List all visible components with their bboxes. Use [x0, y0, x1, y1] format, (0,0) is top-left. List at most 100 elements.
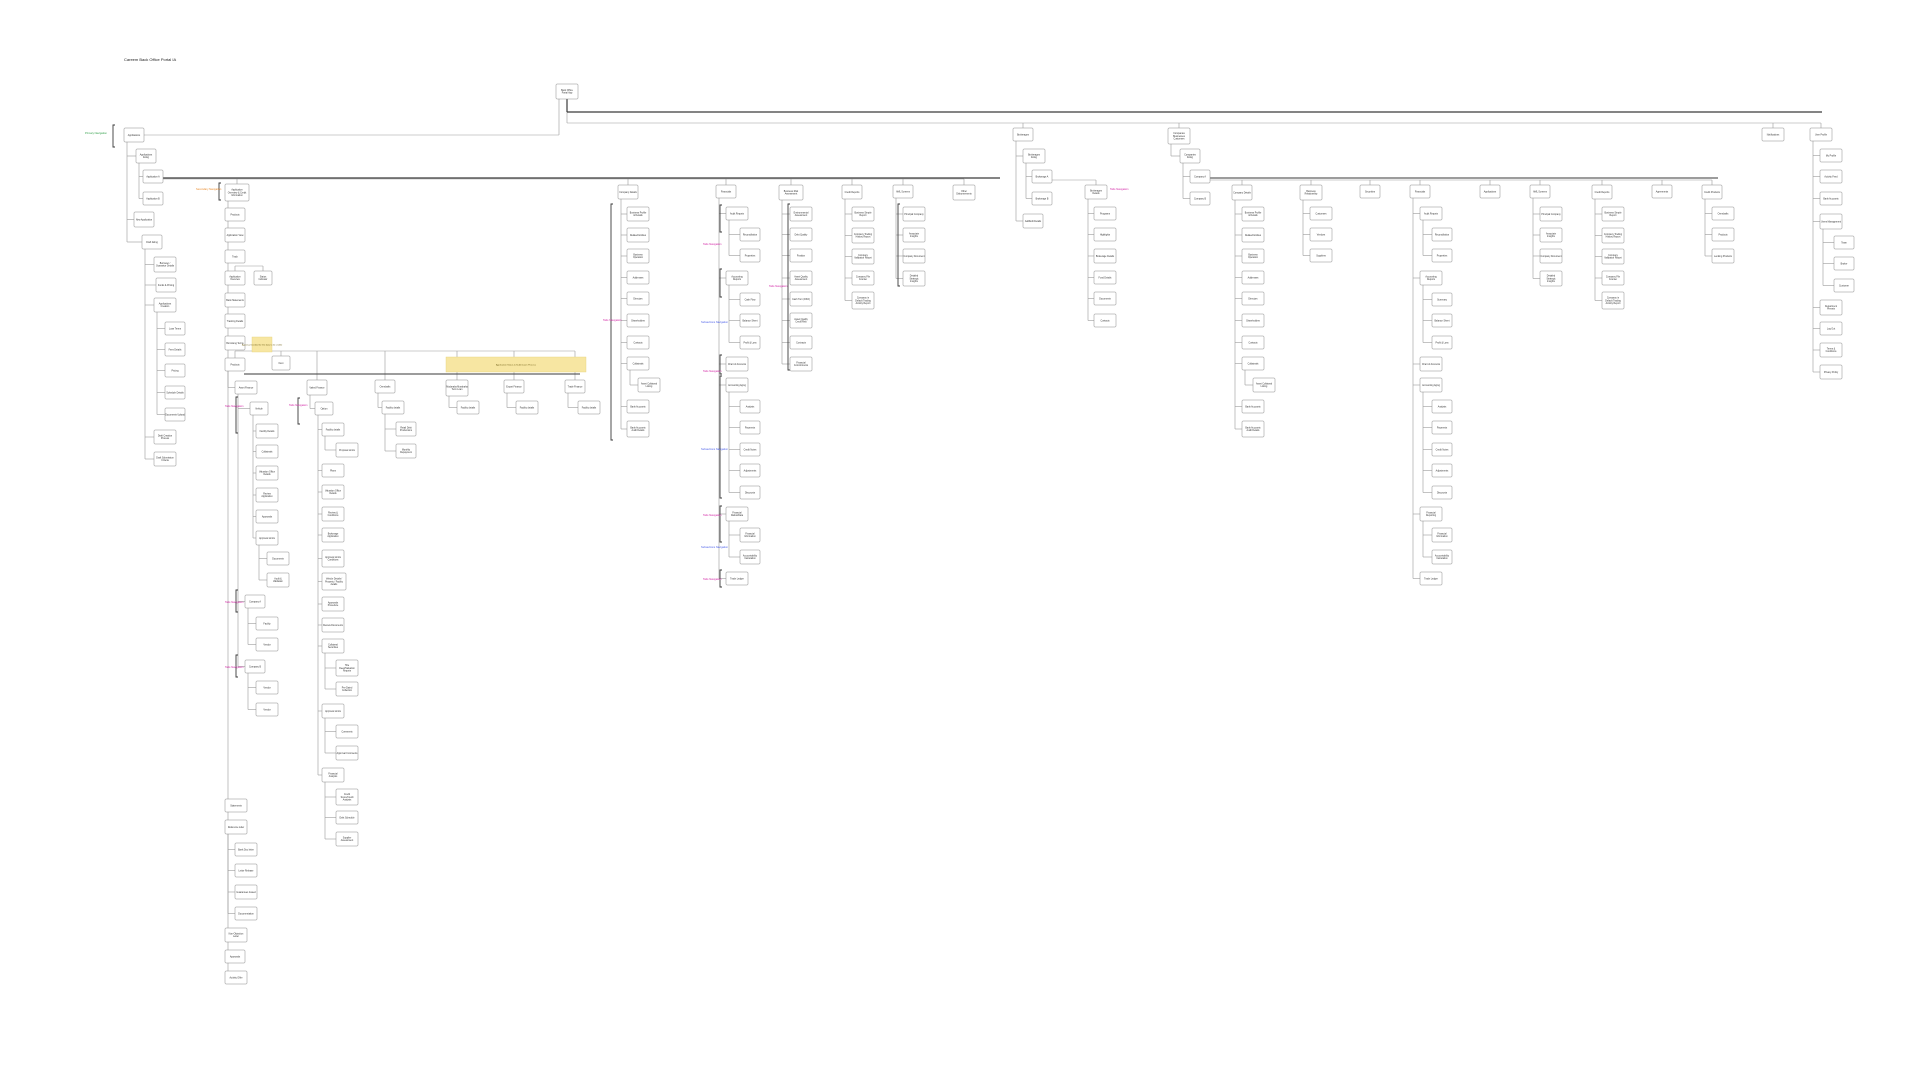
node-label: Facility details — [461, 406, 476, 409]
node-box — [266, 572, 290, 588]
node-label: Vendor — [263, 686, 271, 689]
node-box — [335, 788, 359, 806]
sitemap-node: Proposal Limits — [335, 442, 359, 458]
node-label: Business Simple Report — [1605, 212, 1623, 217]
node-box — [789, 248, 813, 263]
node-label: Company Trading History Report — [854, 233, 873, 239]
node-box — [1601, 291, 1625, 310]
node-label: Applications Creation — [159, 302, 172, 308]
sitemap-node: Payments — [1431, 420, 1453, 435]
node-label: Reconciliation — [743, 233, 758, 236]
sitemap-node: Business Profile & Details — [1241, 206, 1265, 222]
node-box — [1309, 248, 1333, 263]
node-label: Reference letter — [228, 826, 245, 829]
node-box — [1022, 213, 1044, 229]
node-label: Letter Release — [239, 869, 255, 872]
sitemap-node: Documents Upload — [164, 407, 185, 422]
node-box — [1431, 227, 1453, 242]
node-box — [1529, 184, 1551, 199]
sitemap-node: Asset Quality Credit Risk — [789, 312, 813, 329]
node-label: Credit Products — [1704, 191, 1721, 194]
node-box — [1431, 527, 1453, 543]
sitemap-node: Company Document — [902, 248, 926, 264]
node-label: Applications — [128, 134, 141, 137]
sitemap-node: Add/Edit Details — [1022, 213, 1044, 229]
node-box — [1022, 148, 1046, 164]
node-label: Bank Accounts — [630, 405, 646, 408]
node-box — [892, 184, 914, 199]
node-label: Related Entities — [630, 234, 647, 237]
node-box — [234, 380, 258, 395]
node-label: Facility Details — [260, 430, 276, 433]
node-label: Financial Reporting — [1426, 512, 1437, 517]
sitemap-node: Position — [789, 248, 813, 263]
sitemap-node: Asset Collateral Listing — [1252, 377, 1276, 393]
node-box — [515, 400, 539, 415]
node-box — [1833, 278, 1855, 293]
node-label: Brokerage A — [1036, 175, 1049, 178]
sitemap-node: Company B — [1189, 191, 1211, 206]
sitemap-node: Brokerage B — [1031, 191, 1053, 206]
node-label: Documents Upload — [165, 413, 185, 416]
node-box — [335, 724, 359, 739]
sitemap-node: Loan Terms — [164, 321, 186, 336]
node-box — [153, 256, 177, 273]
node-label: Facility details — [520, 406, 535, 409]
node-label: Brokerages listing — [1028, 153, 1041, 159]
node-box — [321, 596, 345, 612]
node-label: Overdrafts — [380, 385, 392, 388]
node-label: Business Profile & Details — [630, 211, 647, 217]
node-label: Title Deed/Valuation Reports — [339, 664, 355, 673]
node-box — [234, 884, 258, 900]
section-label: Tabs Navigation — [225, 404, 244, 408]
node-label: Credit Score/Credit Analysis — [341, 793, 354, 802]
node-label: Bank Statements — [226, 299, 244, 302]
sitemap-node: Bank Statements — [224, 292, 246, 308]
node-box — [1093, 291, 1117, 306]
node-label: Accounting Reports — [1425, 275, 1437, 281]
node-label: Trade Ledger — [1424, 577, 1438, 580]
node-label: Activity Offer — [230, 976, 243, 979]
node-box — [255, 444, 279, 459]
node-label: Products — [1718, 233, 1728, 236]
node-box — [739, 248, 761, 263]
bracket-line — [218, 182, 221, 201]
node-label: Department Presets — [1825, 305, 1837, 311]
node-box — [153, 451, 177, 467]
sticky-note — [445, 356, 587, 373]
node-box — [1819, 213, 1843, 230]
node-box — [902, 248, 926, 264]
node-label: Status Indicator — [259, 275, 268, 281]
node-label: Pre-Dated Collection — [342, 686, 353, 692]
node-label: Application Overview & Credit Information — [228, 189, 247, 198]
node-label: Vaked Finance — [309, 387, 325, 389]
node-label: Business Operation — [633, 254, 644, 259]
node-box — [739, 485, 761, 500]
sitemap-node: Principal Company — [1539, 206, 1563, 222]
sitemap-node: Contacts — [1093, 313, 1117, 328]
node-box — [851, 206, 875, 222]
node-label: Review & Conditions — [328, 512, 340, 517]
node-box — [739, 227, 761, 242]
sitemap-node: Terms & Conditions — [1819, 342, 1843, 358]
sitemap-node: Profit & Loss — [1431, 335, 1453, 350]
sitemap-node: Discounts — [1431, 485, 1453, 500]
node-label: Users Management — [1821, 220, 1841, 223]
sitemap-node: Trade Finance — [564, 379, 586, 394]
sitemap-node: Brokerage A — [1031, 169, 1053, 184]
node-label: Financial Information — [1436, 533, 1448, 538]
sitemap-node: Accounting Aging — [1419, 377, 1443, 393]
node-box — [739, 420, 761, 435]
sitemap-node: Privacy Policy — [1819, 364, 1843, 380]
sitemap-node: Customers — [1309, 206, 1333, 221]
node-label: Approval Limits — [259, 537, 276, 540]
node-label: Asset Collateral Listing — [1256, 382, 1273, 388]
sitemap-node: User Profile — [1809, 127, 1833, 142]
sitemap-node: Chart of Accounts — [725, 356, 749, 372]
node-box — [1093, 227, 1117, 242]
sitemap-node: Company A — [244, 594, 266, 609]
node-label: Next — [279, 362, 284, 365]
node-label: Approval Limits — [325, 710, 342, 713]
node-label: Facility details — [582, 406, 597, 409]
node-box — [789, 291, 813, 307]
